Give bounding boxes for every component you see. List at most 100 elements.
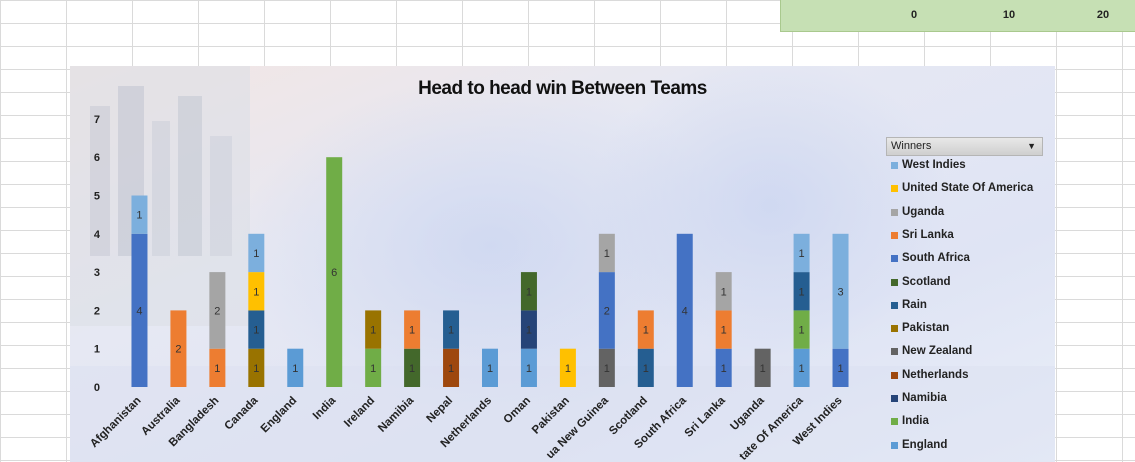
legend-swatch [891,231,898,239]
bar-segment [715,272,732,311]
legend-label: Namibia [902,392,947,404]
bar-data-label: 1 [799,286,805,298]
bar-data-label: 1 [292,363,298,375]
legend-label: West Indies [902,159,966,171]
bar-data-label: 1 [760,363,766,375]
bar-segment [832,348,849,387]
legend-label: New Zealand [902,345,973,358]
bar-segment [793,272,810,311]
bar-segment [793,310,810,349]
legend-swatch [891,208,898,216]
bar-data-label: 2 [604,305,610,317]
y-tick-label: 0 [94,382,100,394]
legend-label: Rain [902,298,927,311]
legend-label: United State Of America [902,182,1034,195]
bar-data-label: 1 [799,248,805,260]
legend-swatch [891,255,898,263]
legend-swatch [891,301,898,309]
bar-segment [287,348,304,387]
bar-data-label: 1 [487,363,493,375]
chart-title: Head to head win Between Teams [418,78,707,99]
bar-segment [248,272,265,311]
bar-data-label: 1 [721,363,727,375]
bar-segment [832,233,849,349]
bar-data-label: 1 [837,363,843,375]
bar-segment [598,233,615,273]
y-tick-label: 6 [94,152,100,164]
bar-segment [676,233,693,387]
legend-label: Sri Lanka [902,228,954,241]
bar-segment [443,348,460,387]
legend-swatch [891,371,898,379]
bar-data-label: 2 [214,305,220,317]
bar-segment [793,348,810,387]
bar-data-label: 2 [175,344,181,356]
bar-segment [248,310,265,349]
bar-segment [404,348,421,387]
bar-segment [248,348,265,387]
bar-segment [209,272,226,349]
bar-segment [598,272,615,349]
bar-data-label: 1 [253,286,259,298]
bar-data-label: 1 [409,363,415,375]
bar-data-label: 1 [526,286,532,298]
legend-swatch [891,162,898,169]
bar-segment [443,310,460,349]
bar-data-label: 3 [837,286,843,298]
embedded-chart-axis-panel[interactable]: 0 10 20 [780,0,1135,32]
top-axis-tick-20: 20 [1096,9,1110,21]
y-tick-label: 7 [94,114,100,126]
bar-data-label: 1 [565,363,571,375]
bar-segment [482,348,498,387]
legend-swatch [891,325,898,333]
legend-swatch [891,278,898,286]
legend-title: Winners [891,140,932,152]
bar-segment [598,348,615,387]
bar-data-label: 1 [370,363,376,375]
bar-data-label: 6 [331,267,337,279]
bar-data-label: 1 [253,248,259,260]
bar-segment [793,233,810,273]
legend-label: India [902,415,929,428]
bar-segment [520,348,537,387]
top-axis-tick-0: 0 [910,9,918,21]
bar-segment [637,348,654,387]
bar-data-label: 1 [370,325,376,337]
bar-data-label: 1 [721,325,727,337]
dropdown-arrow-icon[interactable]: ▼ [1027,141,1036,151]
bar-segment [248,233,265,273]
bar-segment [326,157,343,387]
bar-data-label: 1 [253,363,259,375]
bar-data-label: 1 [448,363,454,375]
bar-segment [404,310,421,349]
bar-data-label: 1 [604,248,610,260]
legend-label: Uganda [902,205,945,218]
legend-filter-dropdown[interactable]: Winners ▼ [886,137,1043,156]
bar-data-label: 1 [643,325,649,337]
bar-data-label: 1 [136,210,142,222]
bar-segment [365,348,382,387]
legend-label: England [902,438,948,451]
y-tick-label: 1 [94,344,100,356]
bar-segment [170,310,187,387]
bar-segment [520,272,537,311]
bar-segment [365,310,382,349]
bar-data-label: 1 [409,325,415,337]
bar-data-label: 1 [799,363,805,375]
bar-data-label: 1 [526,363,532,375]
bar-segment [520,310,537,349]
bar-data-label: 4 [136,305,142,317]
bar-data-label: 1 [526,325,532,337]
y-tick-label: 3 [94,267,100,279]
bar-data-label: 1 [643,363,649,375]
bar-segment [715,348,732,387]
legend-label: Netherlands [902,368,969,381]
bar-segment [131,233,148,387]
legend-swatch [891,441,898,449]
y-tick-label: 4 [94,229,101,241]
legend-label: South Africa [902,252,970,265]
bar-segment [209,348,226,387]
bar-data-label: 1 [604,363,610,375]
bar-data-label: 1 [214,363,220,375]
